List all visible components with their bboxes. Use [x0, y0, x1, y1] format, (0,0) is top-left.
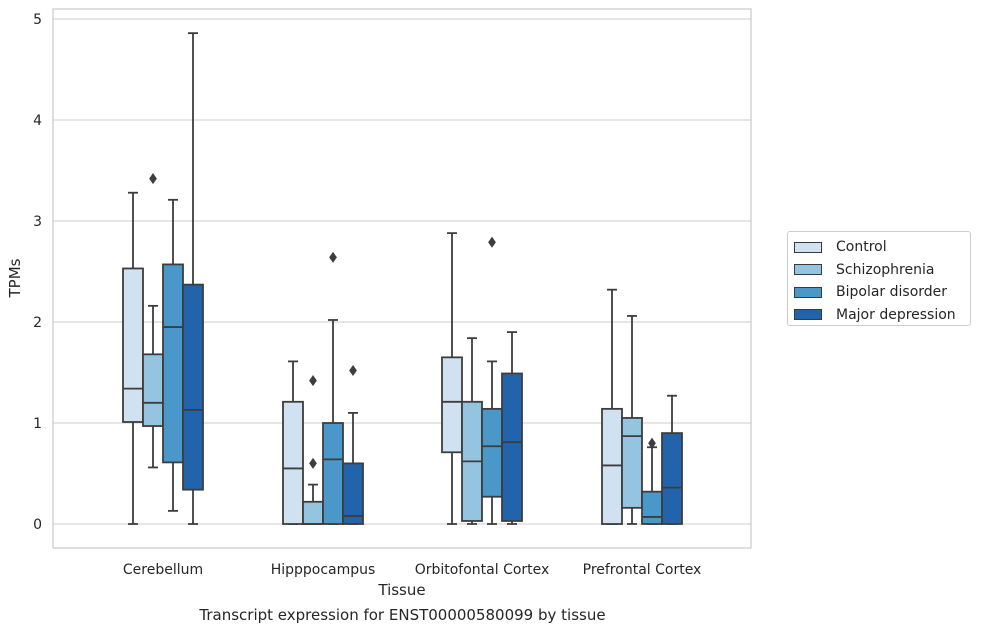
outlier-point [309, 375, 317, 387]
legend-swatch-schizophrenia [794, 264, 822, 276]
y-gridlines [53, 18, 751, 525]
iqr-box [302, 500, 324, 525]
iqr-box [322, 422, 344, 525]
x-tick-label: Orbitofontal Cortex [415, 562, 550, 578]
iqr-box [621, 417, 643, 509]
legend-label-bipolar-disorder: Bipolar disorder [836, 284, 948, 301]
iqr-box [142, 353, 164, 427]
y-tick-label: 4 [33, 113, 42, 129]
legend-item-control: Control [794, 236, 970, 259]
iqr-box [282, 400, 304, 525]
box-major-depression [182, 32, 204, 525]
iqr-box [342, 462, 364, 525]
iqr-box [122, 267, 144, 423]
box-schizophrenia [142, 173, 164, 469]
box-major-depression [661, 394, 683, 525]
x-axis-label: Tissue [377, 581, 425, 599]
y-tick-label: 0 [33, 517, 42, 533]
legend: Control Schizophrenia Bipolar disorder M… [787, 231, 971, 326]
x-tick-label: Hipppocampus [271, 562, 376, 578]
box-bipolar-disorder [641, 437, 663, 525]
outlier-point [488, 236, 496, 248]
outlier-point [309, 457, 317, 469]
legend-swatch-control [794, 241, 822, 253]
box-control [282, 360, 304, 525]
y-tick-label: 2 [33, 315, 42, 331]
box-series [122, 32, 683, 525]
legend-swatch-bipolar-disorder [794, 286, 822, 298]
outlier-point [648, 437, 656, 449]
plot-area-frame [52, 8, 752, 549]
iqr-box [441, 356, 463, 454]
legend-label-control: Control [836, 239, 887, 256]
y-tick-label: 3 [33, 214, 42, 230]
legend-label-major-depression: Major depression [836, 306, 956, 323]
box-schizophrenia [621, 315, 643, 525]
box-control [441, 232, 463, 525]
x-tick-label: Cerebellum [123, 562, 203, 578]
y-tick-labels: 0 1 2 3 4 5 [33, 12, 42, 533]
legend-swatch-major-depression [794, 309, 822, 321]
iqr-box [661, 432, 683, 525]
outlier-point [149, 173, 157, 185]
box-bipolar-disorder [322, 251, 344, 525]
y-tick-label: 5 [33, 12, 42, 28]
y-axis-label: TPMs [6, 258, 24, 298]
box-major-depression [342, 364, 364, 525]
box-bipolar-disorder [481, 236, 503, 525]
outlier-point [349, 364, 357, 377]
iqr-box [601, 407, 623, 525]
legend-item-major-depression: Major depression [794, 304, 970, 327]
box-control [122, 191, 144, 525]
iqr-box [162, 263, 184, 464]
iqr-box [641, 490, 663, 525]
iqr-box [501, 372, 523, 522]
x-tick-label: Prefrontal Cortex [583, 562, 702, 578]
legend-item-bipolar-disorder: Bipolar disorder [794, 281, 970, 304]
box-bipolar-disorder [162, 198, 184, 512]
box-schizophrenia [461, 337, 483, 525]
legend-item-schizophrenia: Schizophrenia [794, 259, 970, 282]
iqr-box [182, 283, 204, 491]
box-schizophrenia [302, 375, 324, 525]
iqr-box [481, 407, 503, 498]
figure-caption: Transcript expression for ENST0000058009… [199, 606, 606, 624]
box-control [601, 288, 623, 525]
outlier-point [329, 251, 337, 263]
box-major-depression [501, 331, 523, 525]
y-tick-label: 1 [33, 416, 42, 432]
legend-label-schizophrenia: Schizophrenia [836, 261, 935, 278]
x-tick-labels: Cerebellum Hipppocampus Orbitofontal Corte… [123, 562, 701, 578]
